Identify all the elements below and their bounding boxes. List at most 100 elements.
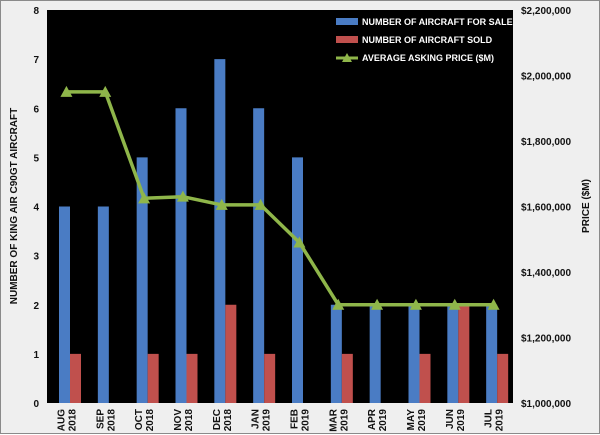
y-tick-label: 7 bbox=[33, 55, 39, 66]
x-tick-year: 2019 bbox=[262, 409, 273, 432]
bars-layer bbox=[59, 59, 509, 403]
x-tick-month: SEP bbox=[95, 409, 106, 429]
y-tick-label: 6 bbox=[33, 104, 39, 115]
y-tick-label: 4 bbox=[33, 203, 39, 214]
y2-axis-title: PRICE ($M) bbox=[581, 179, 592, 233]
x-tick-label: AUG 2018 bbox=[56, 409, 78, 432]
x-axis-ticks: AUG 2018 SEP 2018 OCT 2018 NOV 2018 DEC 2018 JAN 20… bbox=[56, 408, 505, 432]
legend-swatch bbox=[336, 18, 358, 25]
x-tick-year: 2019 bbox=[495, 409, 506, 432]
right-axis-ticks: $1,000,000 $1,200,000 $1,400,000 $1,600,000… bbox=[521, 6, 571, 410]
bar-for-sale bbox=[369, 304, 381, 403]
y2-tick-label: $1,400,000 bbox=[521, 268, 571, 279]
bar-for-sale bbox=[292, 157, 303, 403]
price-point bbox=[448, 298, 461, 310]
y-tick-label: 3 bbox=[33, 252, 39, 263]
x-tick-label: NOV 2018 bbox=[173, 409, 195, 432]
x-tick-year: 2018 bbox=[223, 409, 234, 432]
bar-for-sale bbox=[59, 206, 70, 403]
x-tick-label: OCT 2018 bbox=[134, 409, 156, 432]
price-line bbox=[66, 90, 494, 307]
bar-sold bbox=[147, 353, 159, 403]
y2-tick-label: $2,000,000 bbox=[521, 72, 571, 83]
x-tick-month: NOV bbox=[173, 409, 184, 431]
x-tick-year: 2018 bbox=[184, 409, 195, 432]
price-point bbox=[487, 298, 500, 310]
x-tick-month: JUN bbox=[445, 409, 456, 429]
x-tick-label: APR 2019 bbox=[367, 408, 389, 431]
bar-for-sale bbox=[408, 304, 420, 403]
x-tick-label: JAN 2019 bbox=[251, 409, 273, 432]
x-tick-month: JAN bbox=[251, 409, 262, 429]
x-tick-month: MAR bbox=[328, 408, 339, 432]
y-tick-label: 0 bbox=[33, 399, 39, 410]
bar-sold bbox=[458, 304, 470, 403]
price-point bbox=[371, 298, 384, 310]
x-tick-month: FEB bbox=[289, 409, 300, 429]
bar-for-sale bbox=[136, 157, 148, 403]
x-tick-year: 2019 bbox=[456, 409, 467, 432]
x-tick-label: MAR 2019 bbox=[328, 408, 350, 432]
bar-for-sale bbox=[447, 304, 459, 403]
x-tick-year: 2019 bbox=[378, 409, 389, 432]
x-tick-label: JUN 2019 bbox=[445, 409, 467, 432]
bar-for-sale bbox=[253, 108, 265, 403]
bar-sold bbox=[497, 353, 509, 403]
price-point bbox=[332, 298, 345, 310]
x-tick-year: 2018 bbox=[145, 409, 156, 432]
x-tick-year: 2019 bbox=[300, 409, 311, 432]
y2-tick-label: $1,600,000 bbox=[521, 203, 571, 214]
price-point bbox=[293, 236, 306, 248]
x-tick-year: 2018 bbox=[106, 409, 117, 432]
bar-for-sale bbox=[175, 108, 187, 403]
y2-tick-label: $1,000,000 bbox=[521, 399, 571, 410]
y-axis-title: NUMBER OF KING AIR C90GT AIRCRAFT bbox=[9, 108, 20, 304]
bar-sold bbox=[264, 353, 276, 403]
x-tick-label: DEC 2018 bbox=[212, 409, 234, 432]
y-tick-label: 2 bbox=[33, 301, 39, 312]
x-tick-month: AUG bbox=[56, 409, 67, 431]
legend-label: AVERAGE ASKING PRICE ($M) bbox=[362, 53, 494, 63]
x-tick-month: APR bbox=[367, 408, 378, 430]
line-layer bbox=[60, 85, 500, 310]
plot-area bbox=[47, 10, 513, 403]
y2-tick-label: $1,800,000 bbox=[521, 137, 571, 148]
price-point bbox=[138, 192, 151, 204]
x-tick-month: OCT bbox=[134, 409, 145, 430]
y-tick-label: 5 bbox=[33, 153, 39, 164]
y-tick-label: 1 bbox=[33, 350, 39, 361]
bar-sold bbox=[70, 353, 81, 403]
bar-for-sale bbox=[330, 304, 342, 403]
y2-tick-label: $1,200,000 bbox=[521, 334, 571, 345]
x-tick-label: FEB 2019 bbox=[289, 409, 311, 432]
price-point bbox=[176, 190, 189, 202]
x-tick-month: DEC bbox=[212, 409, 223, 430]
x-tick-month: MAY bbox=[406, 409, 417, 431]
price-point bbox=[409, 298, 422, 310]
x-tick-label: SEP 2018 bbox=[95, 409, 117, 432]
bar-sold bbox=[225, 304, 237, 403]
x-tick-label: JUL 2019 bbox=[484, 409, 506, 432]
bar-sold bbox=[341, 353, 353, 403]
y2-tick-label: $2,200,000 bbox=[521, 6, 571, 17]
bar-for-sale bbox=[97, 206, 109, 403]
x-tick-month: JUL bbox=[484, 409, 495, 428]
x-tick-year: 2019 bbox=[339, 409, 350, 432]
price-point bbox=[60, 85, 73, 97]
x-tick-year: 2018 bbox=[67, 409, 78, 432]
price-point bbox=[254, 198, 267, 210]
price-point bbox=[99, 85, 112, 97]
bar-for-sale bbox=[214, 59, 226, 403]
bar-for-sale bbox=[486, 304, 498, 403]
bar-sold bbox=[186, 353, 198, 403]
x-tick-year: 2019 bbox=[417, 409, 428, 432]
price-point bbox=[215, 198, 228, 210]
legend-label: NUMBER OF AIRCRAFT SOLD bbox=[362, 35, 493, 45]
left-axis-ticks: 0 1 2 3 4 5 6 7 8 bbox=[33, 6, 39, 410]
y-tick-label: 8 bbox=[33, 6, 39, 17]
legend-label: NUMBER OF AIRCRAFT FOR SALE bbox=[362, 17, 513, 27]
legend-swatch bbox=[336, 36, 358, 43]
bar-sold bbox=[419, 353, 431, 403]
